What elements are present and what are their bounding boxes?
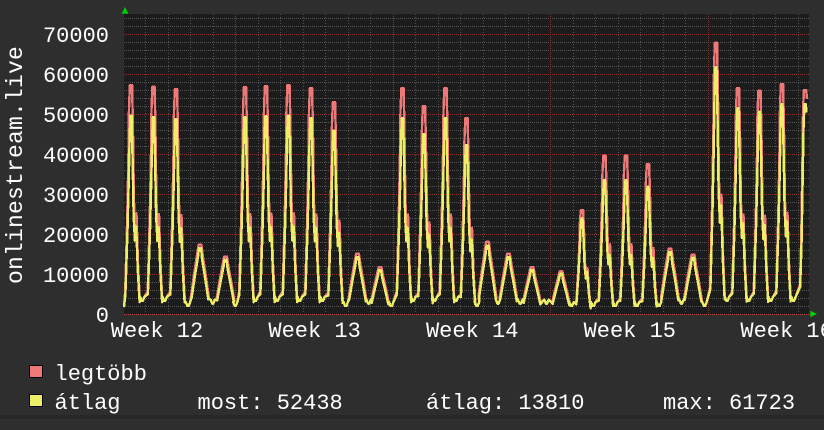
svg-text:20000: 20000 [43,224,109,249]
svg-text:most: 52438: most: 52438 [198,391,343,416]
svg-text:40000: 40000 [43,144,109,169]
svg-text:onlinestream.live: onlinestream.live [3,46,29,284]
svg-text:Week 14: Week 14 [426,319,518,344]
svg-text:70000: 70000 [43,24,109,49]
svg-text:Week 12: Week 12 [111,319,203,344]
svg-text:Week 15: Week 15 [584,319,676,344]
svg-text:átlag: 13810: átlag: 13810 [426,391,584,416]
svg-text:10000: 10000 [43,264,109,289]
svg-text:Week 13: Week 13 [268,319,360,344]
svg-text:átlag: átlag [55,391,121,416]
svg-text:50000: 50000 [43,104,109,129]
svg-text:60000: 60000 [43,64,109,89]
svg-text:legtöbb: legtöbb [55,362,147,387]
svg-text:30000: 30000 [43,184,109,209]
svg-text:max: 61723: max: 61723 [663,391,795,416]
svg-text:0: 0 [96,304,109,329]
svg-text:Week 16: Week 16 [740,319,824,344]
